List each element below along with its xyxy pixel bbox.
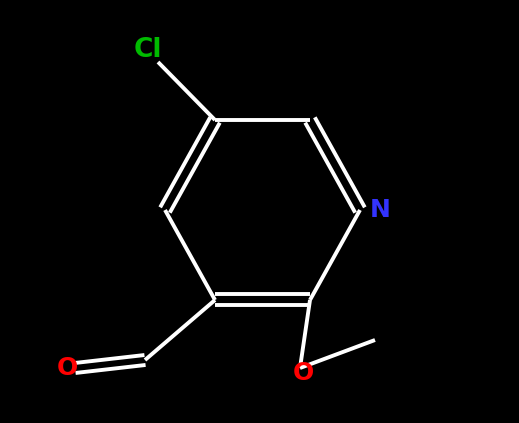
Text: O: O [57, 356, 78, 380]
Text: Cl: Cl [134, 37, 162, 63]
Text: N: N [370, 198, 391, 222]
Text: O: O [292, 361, 313, 385]
